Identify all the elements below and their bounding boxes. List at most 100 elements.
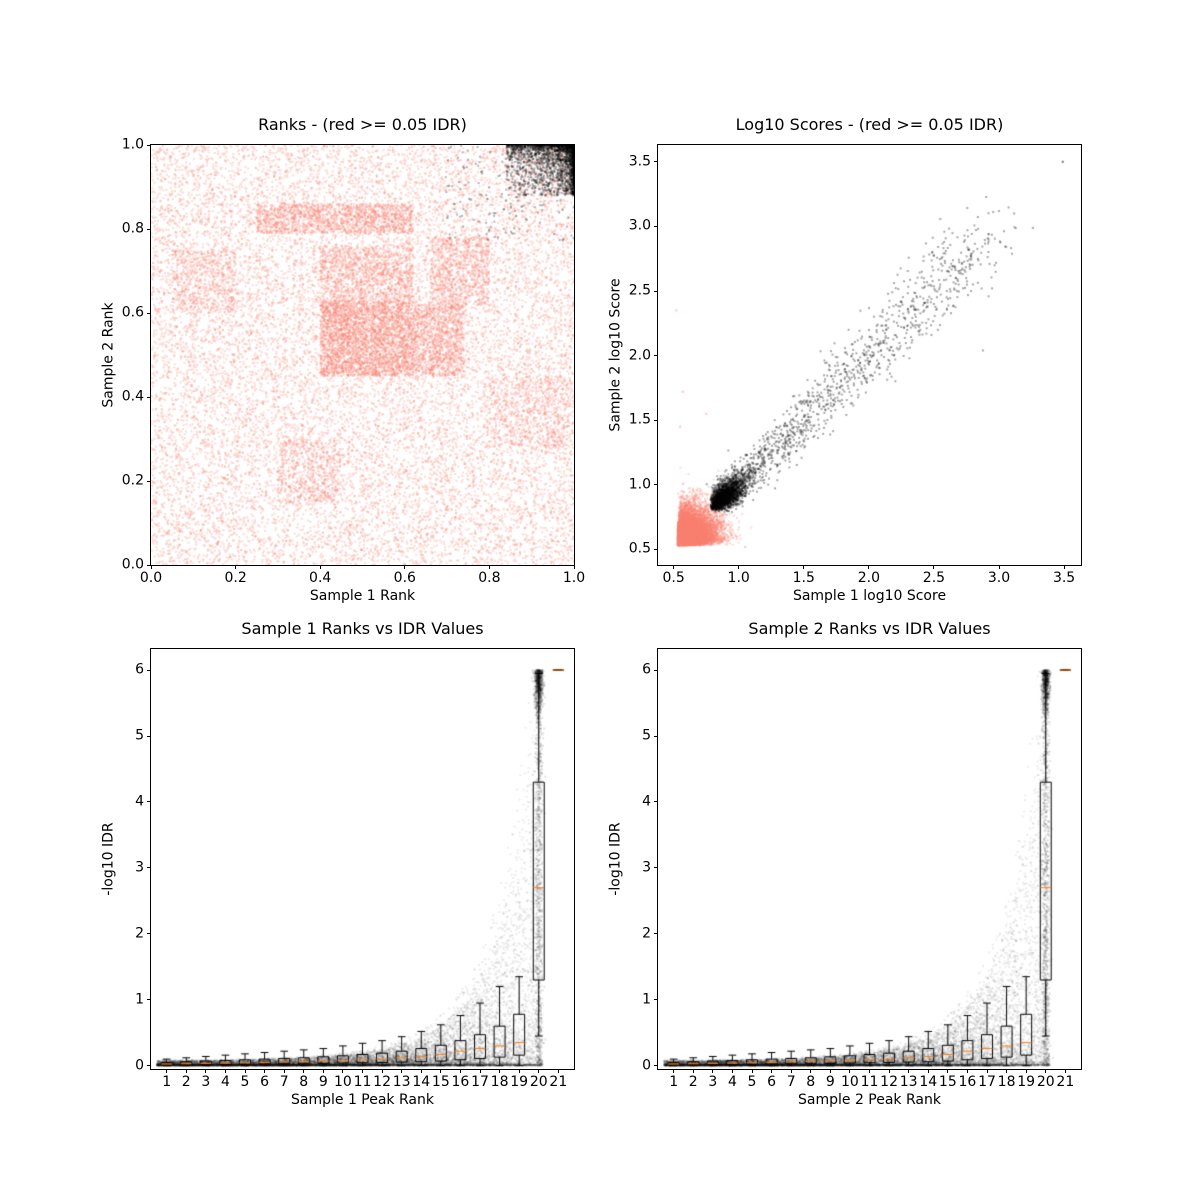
- y-tick-mark: [654, 484, 658, 486]
- x-tick-label: 9: [825, 1074, 835, 1090]
- x-tick-mark: [185, 1069, 187, 1073]
- x-tick-mark: [573, 565, 575, 569]
- x-tick-label: 8: [299, 1074, 309, 1090]
- x-tick-label: 0.8: [478, 570, 501, 586]
- x-tick-label: 21: [1056, 1074, 1075, 1090]
- subplot-sample2-rank-vs-idr: Sample 2 Ranks vs IDR Values Sample 2 Pe…: [608, 620, 1082, 1108]
- y-axis-label: -log10 IDR: [607, 822, 624, 896]
- ranks-scatter-canvas: [151, 145, 574, 565]
- x-tick-label: 1: [669, 1074, 679, 1090]
- y-tick-label: 4: [135, 793, 144, 810]
- y-tick-mark: [147, 801, 151, 803]
- x-tick-mark: [235, 565, 237, 569]
- x-tick-label: 3: [708, 1074, 718, 1090]
- x-tick-label: 15: [938, 1074, 957, 1090]
- x-tick-label: 1.0: [727, 570, 750, 586]
- x-tick-label: 11: [353, 1074, 372, 1090]
- x-tick-label: 7: [279, 1074, 289, 1090]
- x-tick-mark: [927, 1069, 929, 1073]
- x-axis-label: Sample 1 Peak Rank: [291, 1092, 434, 1108]
- y-tick-label: 0.8: [121, 220, 144, 237]
- x-tick-mark: [751, 1069, 753, 1073]
- x-tick-mark: [947, 1069, 949, 1073]
- x-tick-mark: [205, 1069, 207, 1073]
- x-tick-mark: [319, 565, 321, 569]
- x-tick-mark: [420, 1069, 422, 1073]
- x-tick-mark: [538, 1069, 540, 1073]
- x-tick-mark: [908, 1069, 910, 1073]
- x-tick-label: 4: [220, 1074, 230, 1090]
- y-axis-label: -log10 IDR: [100, 822, 117, 896]
- x-tick-label: 1: [162, 1074, 172, 1090]
- y-tick-label: 0.0: [121, 556, 144, 573]
- y-tick-mark: [654, 735, 658, 737]
- y-tick-mark: [654, 419, 658, 421]
- x-tick-mark: [401, 1069, 403, 1073]
- x-tick-label: 2: [688, 1074, 698, 1090]
- x-tick-mark: [849, 1069, 851, 1073]
- x-tick-mark: [488, 565, 490, 569]
- x-tick-mark: [557, 1069, 559, 1073]
- y-tick-mark: [147, 867, 151, 869]
- y-tick-mark: [654, 548, 658, 550]
- y-tick-label: 4: [642, 793, 651, 810]
- plot-title: Sample 1 Ranks vs IDR Values: [241, 619, 484, 638]
- x-tick-label: 5: [747, 1074, 757, 1090]
- x-tick-label: 18: [997, 1074, 1016, 1090]
- x-tick-mark: [933, 565, 935, 569]
- x-tick-mark: [966, 1069, 968, 1073]
- x-tick-label: 0.6: [393, 570, 416, 586]
- x-axis-label: Sample 2 Peak Rank: [798, 1092, 941, 1108]
- y-axis-label: Sample 2 Rank: [100, 302, 117, 408]
- x-tick-mark: [150, 565, 152, 569]
- x-tick-mark: [810, 1069, 812, 1073]
- y-tick-label: 3: [135, 859, 144, 876]
- x-axis-label: Sample 1 log10 Score: [792, 588, 947, 604]
- subplot-sample1-rank-vs-idr: Sample 1 Ranks vs IDR Values Sample 1 Pe…: [101, 620, 575, 1108]
- x-tick-label: 13: [392, 1074, 411, 1090]
- x-tick-label: 17: [471, 1074, 489, 1090]
- y-tick-label: 5: [642, 727, 651, 744]
- x-tick-label: 1.0: [562, 570, 586, 586]
- x-tick-label: 3.0: [987, 570, 1011, 586]
- x-tick-mark: [1064, 1069, 1066, 1073]
- y-tick-label: 1.0: [628, 476, 651, 493]
- y-tick-mark: [654, 161, 658, 163]
- y-tick-label: 2: [642, 925, 651, 942]
- y-tick-mark: [147, 396, 151, 398]
- y-tick-label: 3.0: [628, 217, 651, 234]
- y-tick-label: 1.5: [628, 411, 651, 428]
- y-tick-label: 0: [135, 1057, 144, 1074]
- log10-scores-scatter-canvas: [658, 145, 1081, 565]
- plot-title: Log10 Scores - (red >= 0.05 IDR): [735, 115, 1004, 134]
- y-tick-label: 1: [642, 991, 651, 1008]
- y-tick-label: 1.0: [121, 136, 144, 153]
- x-tick-mark: [440, 1069, 442, 1073]
- y-tick-label: 5: [135, 727, 144, 744]
- x-tick-mark: [986, 1069, 988, 1073]
- x-tick-mark: [303, 1069, 305, 1073]
- x-tick-label: 16: [451, 1074, 470, 1090]
- x-tick-label: 12: [880, 1074, 898, 1090]
- x-tick-label: 1.5: [792, 570, 815, 586]
- x-tick-label: 6: [767, 1074, 777, 1090]
- x-tick-label: 0.4: [309, 570, 332, 586]
- y-tick-label: 2: [135, 925, 144, 942]
- x-tick-label: 10: [840, 1074, 859, 1090]
- y-tick-mark: [654, 801, 658, 803]
- x-tick-mark: [673, 1069, 675, 1073]
- y-tick-label: 6: [642, 661, 651, 678]
- y-tick-label: 1: [135, 991, 144, 1008]
- x-tick-mark: [731, 1069, 733, 1073]
- x-tick-mark: [771, 1069, 773, 1073]
- x-tick-mark: [692, 1069, 694, 1073]
- x-tick-label: 5: [240, 1074, 250, 1090]
- x-tick-mark: [712, 1069, 714, 1073]
- y-tick-mark: [147, 228, 151, 230]
- x-tick-label: 4: [727, 1074, 737, 1090]
- x-tick-label: 11: [860, 1074, 879, 1090]
- x-tick-label: 20: [1036, 1074, 1055, 1090]
- y-tick-mark: [147, 735, 151, 737]
- x-tick-mark: [738, 565, 740, 569]
